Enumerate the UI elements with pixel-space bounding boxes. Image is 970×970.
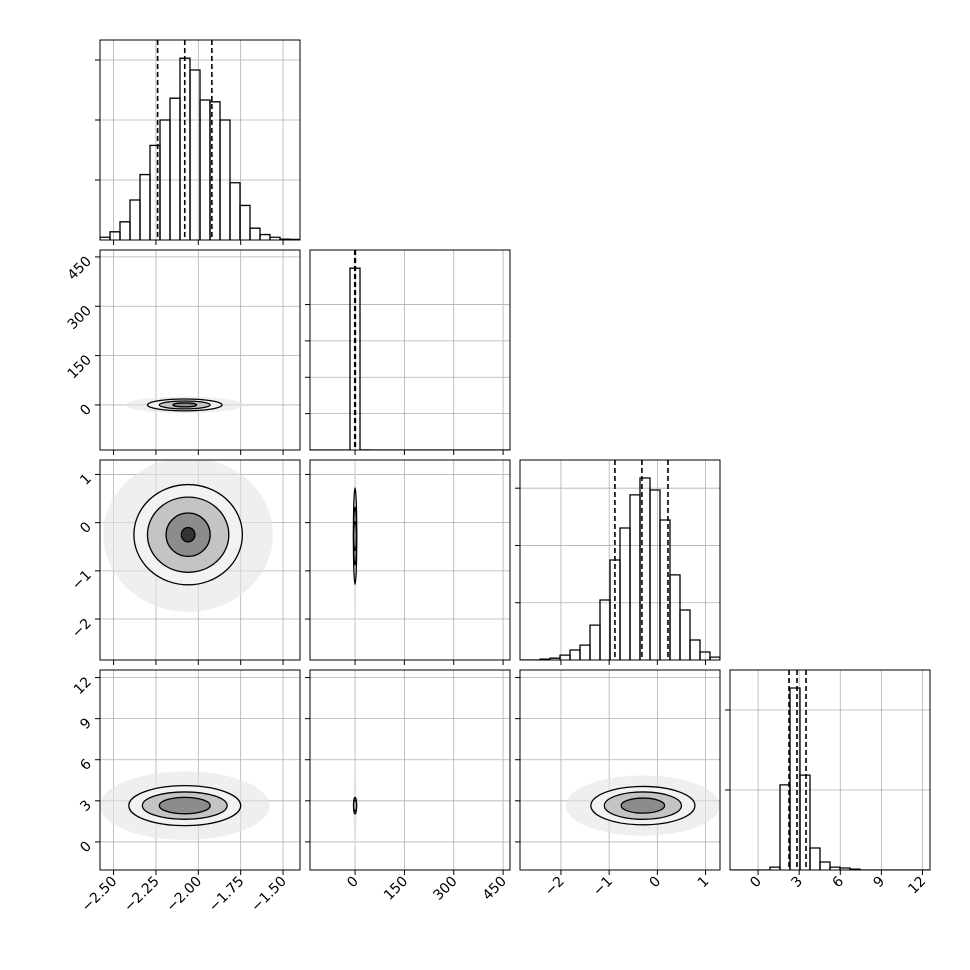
x-tick-label: 1 <box>695 874 713 892</box>
histogram-bin <box>259 233 271 240</box>
histogram-bin <box>669 574 681 660</box>
density-contour <box>158 796 211 815</box>
y-tick-label: 150 <box>65 352 95 382</box>
y-tick-label: 0 <box>77 519 95 537</box>
histogram-bin <box>239 204 251 240</box>
panel-frame <box>99 249 301 451</box>
histogram-bin <box>109 231 121 240</box>
y-tick-label: 3 <box>77 797 95 815</box>
pair-panel <box>100 670 300 870</box>
histogram-bin <box>579 644 591 660</box>
histogram-bin <box>139 173 151 240</box>
panel-frame <box>309 249 511 451</box>
histogram-panel <box>730 670 930 870</box>
pair-panel <box>310 670 510 870</box>
density-contour <box>172 402 198 408</box>
histogram-bin <box>689 639 701 660</box>
histogram-bin <box>809 847 821 870</box>
y-tick-label: 0 <box>77 401 95 419</box>
histogram-bin <box>629 494 641 660</box>
panel-frame <box>99 39 301 241</box>
y-tick-label: 12 <box>71 674 95 698</box>
x-tick-label: 0 <box>647 874 665 892</box>
y-tick-label: 300 <box>65 303 95 333</box>
y-tick-label: 9 <box>77 715 95 733</box>
y-tick-label: 0 <box>77 838 95 856</box>
panel-frame <box>309 669 511 871</box>
histogram-panel <box>100 40 300 240</box>
pair-panel <box>100 460 300 660</box>
x-tick-label: 6 <box>829 873 847 891</box>
density-contour <box>180 526 196 543</box>
histogram-bin <box>119 221 131 240</box>
pair-panel <box>310 460 510 660</box>
histogram-bin <box>679 609 691 660</box>
histogram-bin <box>789 687 801 870</box>
x-tick-label: −2 <box>542 874 568 900</box>
histogram-bin <box>619 527 631 660</box>
density-contour <box>620 797 666 814</box>
histogram-bin <box>129 199 141 240</box>
x-tick-label: 300 <box>430 874 460 904</box>
histogram-bin <box>559 654 571 660</box>
histogram-bin <box>599 599 611 660</box>
histogram-bin <box>249 227 261 240</box>
panel-frame <box>309 459 511 661</box>
histogram-bin <box>649 489 661 660</box>
x-tick-label: 3 <box>788 874 806 892</box>
histogram-bin <box>149 144 161 240</box>
panel-frame <box>519 459 721 661</box>
x-tick-label: 9 <box>871 874 889 892</box>
histogram-bin <box>569 649 581 660</box>
y-tick-label: 6 <box>77 756 95 774</box>
histogram-bin <box>199 99 211 240</box>
histogram-bin <box>799 774 811 870</box>
histogram-bin <box>169 97 181 240</box>
density-contour <box>352 799 358 812</box>
panel-frame <box>519 669 721 871</box>
pair-panel <box>520 670 720 870</box>
density-contour <box>352 521 358 552</box>
x-tick-label: 12 <box>905 874 929 898</box>
x-tick-label: 450 <box>480 874 510 904</box>
histogram-bin <box>819 861 831 870</box>
x-tick-label: −2.50 <box>79 874 121 916</box>
y-tick-label: −1 <box>69 567 95 593</box>
y-tick-label: −2 <box>69 616 95 642</box>
y-tick-label: 450 <box>65 253 95 283</box>
pair-panel <box>100 250 300 450</box>
panel-frame <box>99 669 301 871</box>
x-tick-label: −1 <box>590 874 616 900</box>
panel-frame <box>729 669 931 871</box>
x-tick-label: −2.25 <box>121 874 163 916</box>
histogram-bin <box>589 624 601 660</box>
x-tick-label: −1.75 <box>206 874 248 916</box>
histogram-panel <box>310 250 510 450</box>
histogram-bin <box>219 119 231 240</box>
x-tick-label: 150 <box>381 874 411 904</box>
x-tick-label: 0 <box>747 874 765 892</box>
histogram-bin <box>699 651 711 660</box>
histogram-panel <box>520 460 720 660</box>
histogram-bin <box>709 656 720 660</box>
x-tick-label: −2.00 <box>163 874 205 916</box>
x-tick-label: 0 <box>344 874 362 892</box>
y-tick-label: 1 <box>77 471 95 489</box>
panel-frame <box>99 459 301 661</box>
x-tick-label: −1.50 <box>248 874 290 916</box>
histogram-bin <box>229 182 241 240</box>
